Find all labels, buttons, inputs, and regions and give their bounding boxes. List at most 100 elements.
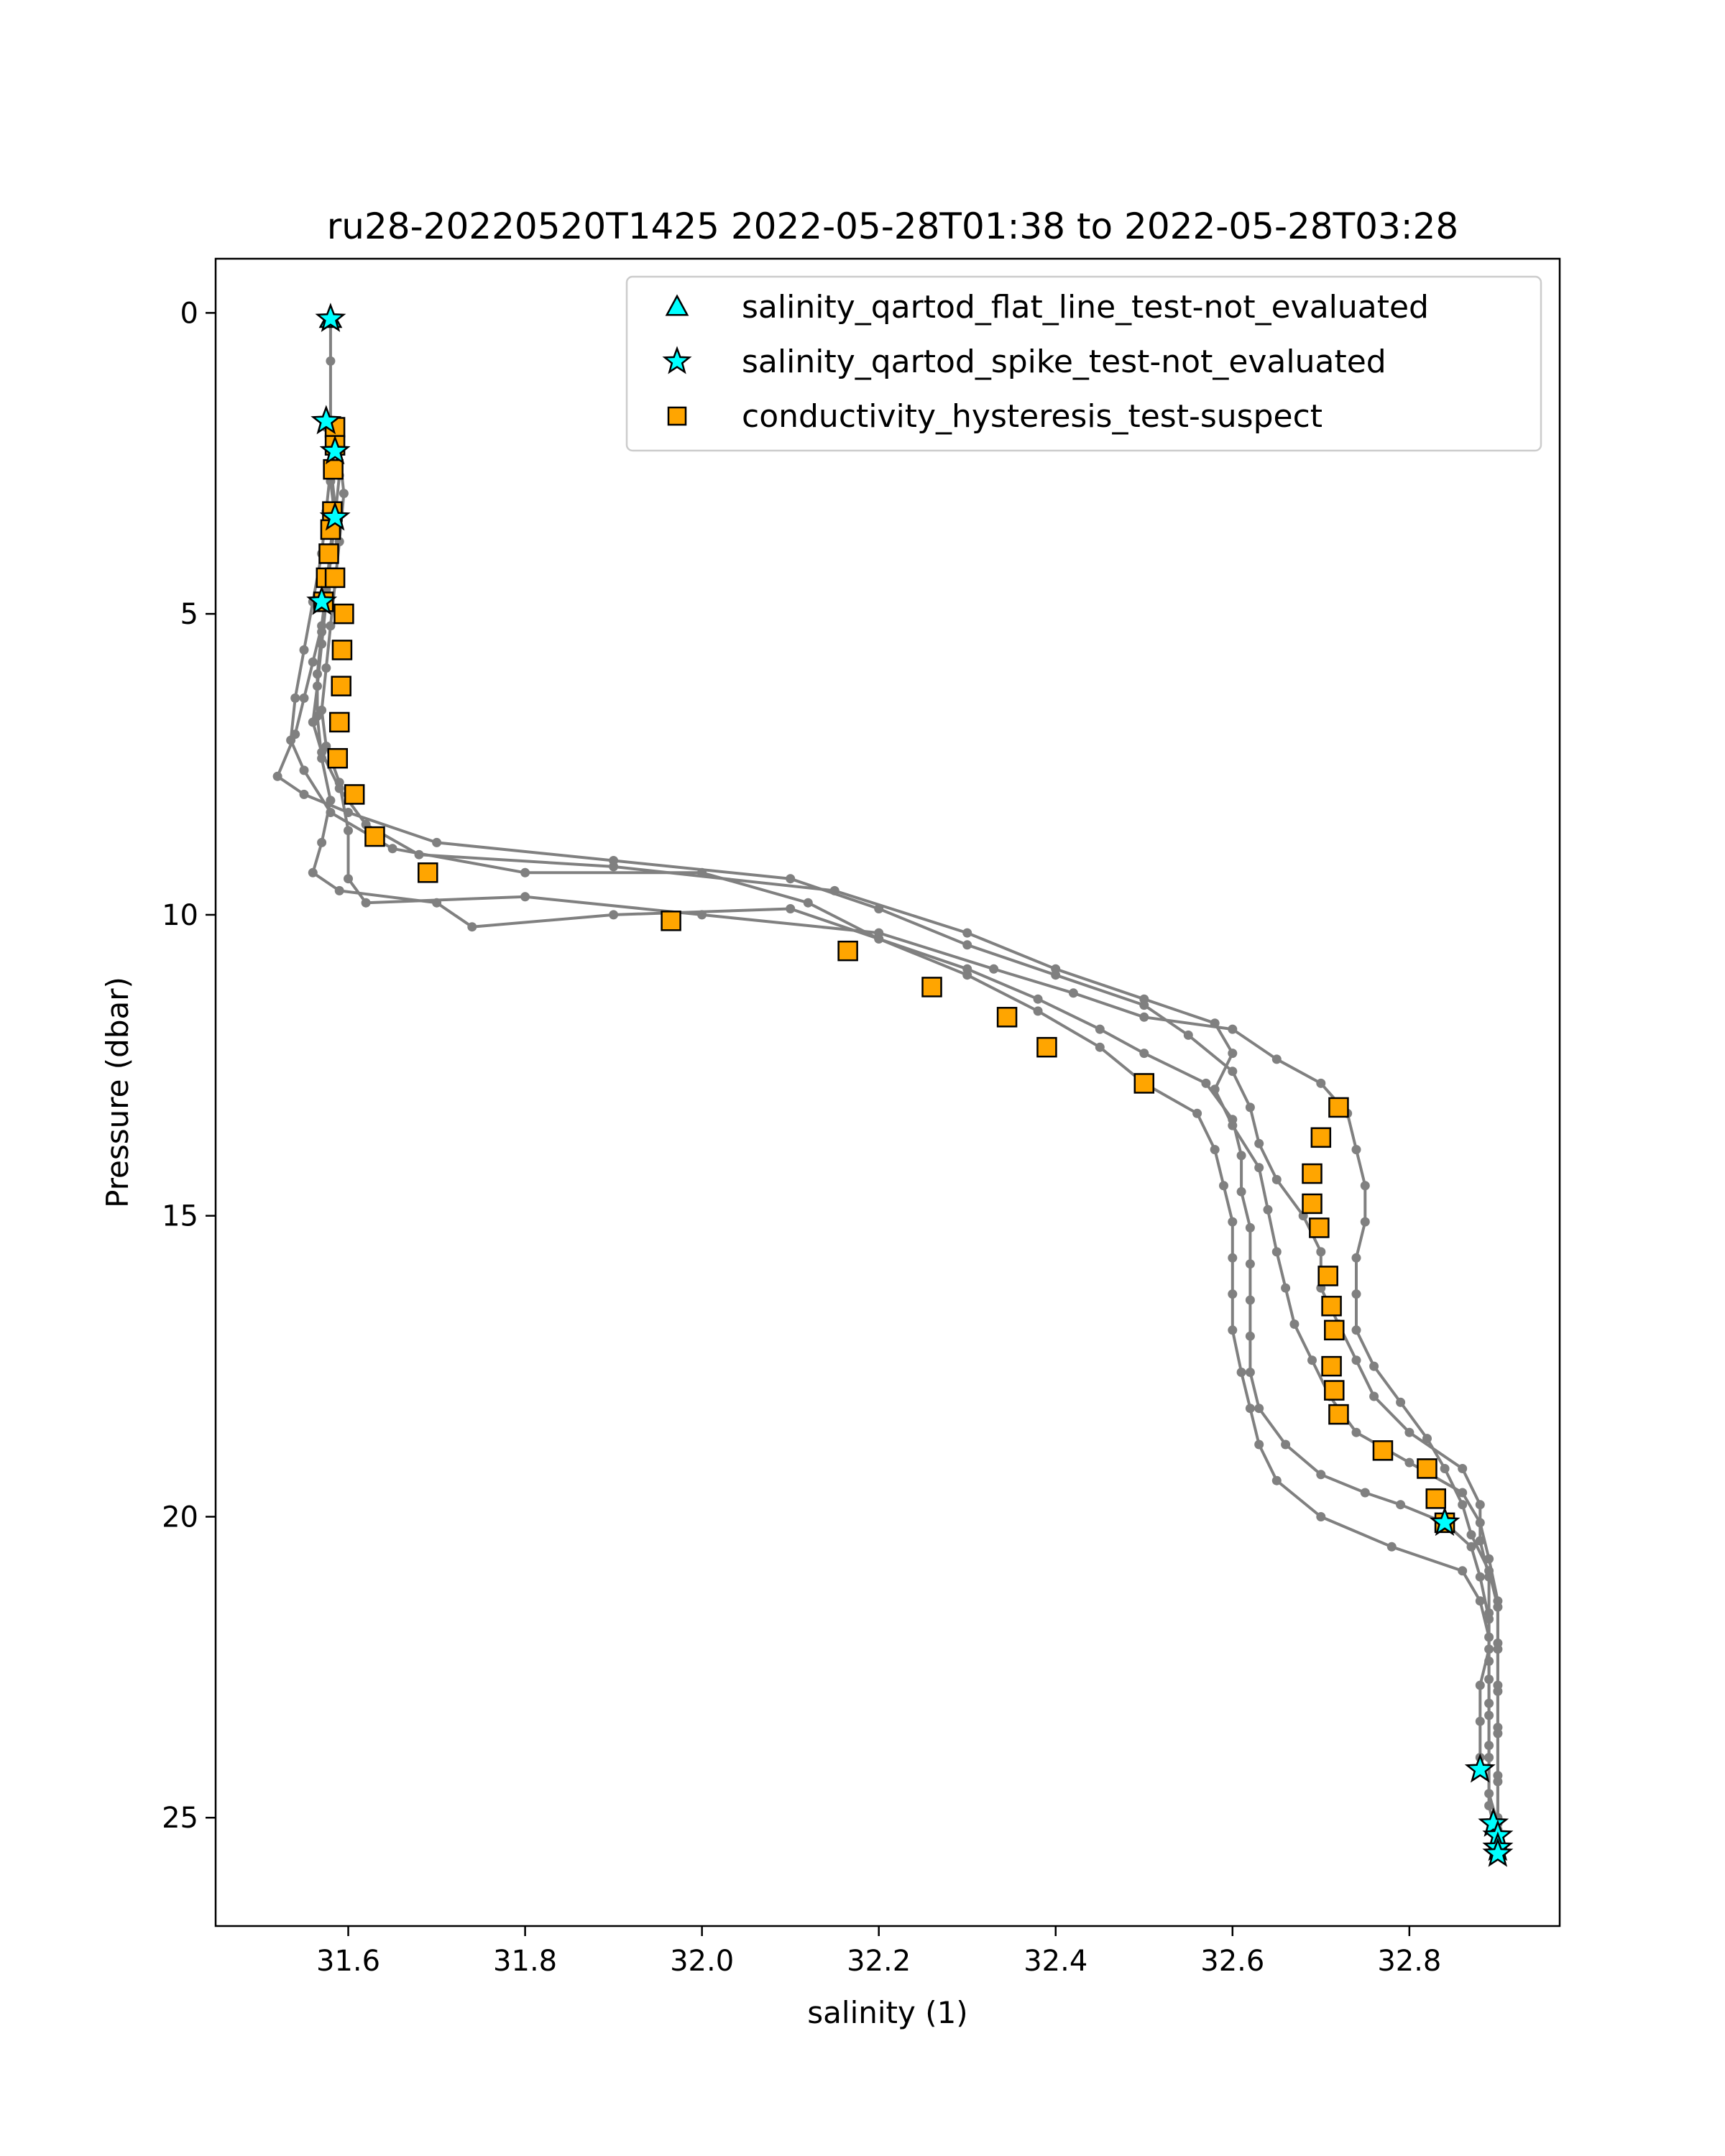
axes-frame [214,257,1561,1927]
profile-point [1033,994,1043,1004]
profile-point [326,356,336,366]
x-axis-ticks: 31.6 31.8 32.0 32.2 32.4 32.6 32.8 [316,1926,1441,1978]
profile-point [1475,1536,1485,1546]
profile-point [1236,1151,1246,1161]
y-tick-label: 0 [180,297,198,330]
profile-point [1068,988,1078,998]
profile-point [414,849,424,860]
profile-point [1201,1078,1211,1088]
star-marker [315,303,346,332]
profile-point [1493,1777,1503,1787]
profile-point [1493,1728,1503,1738]
profile-point [317,837,327,847]
profile-point [1475,1500,1485,1510]
profile-point [1228,1120,1238,1130]
square-marker [1302,1163,1322,1184]
profile-point [1316,1078,1326,1088]
profile-point [1386,1542,1397,1552]
profile-point [1351,1253,1361,1263]
square-marker [318,543,339,564]
star-marker [319,435,351,465]
profile-point [1396,1500,1406,1510]
profile-point [1475,1572,1485,1582]
profile-point [1139,1049,1149,1059]
profile-point [1458,1500,1468,1510]
profile-point [317,627,327,637]
profile-point [1484,1801,1494,1810]
profile-point [1351,1427,1361,1437]
profile-point [1316,1512,1326,1521]
square-marker [837,940,858,962]
profile-point [1404,1457,1414,1468]
profile-point [1245,1102,1255,1112]
profile-point [1369,1361,1379,1371]
profile-point [299,765,309,775]
profile-point [1484,1753,1494,1762]
profile-point [1271,1174,1282,1184]
profile-point [1360,1181,1370,1191]
square-marker [1317,1266,1338,1286]
x-tick-label: 31.6 [316,1945,380,1978]
profile-point [1360,1488,1370,1498]
profile-point [874,934,884,944]
square-marker [334,603,354,625]
profile-point [1484,1674,1494,1685]
profile-point [1475,1680,1485,1690]
square-marker [921,977,942,998]
profile-point [1404,1427,1414,1437]
square-marker [1036,1036,1057,1058]
square-marker [1417,1458,1438,1479]
y-tick-label: 10 [162,899,198,932]
profile-point [1484,1710,1494,1720]
x-tick-label: 32.0 [670,1945,734,1978]
square-marker [327,747,349,769]
profile-point [1316,1247,1326,1257]
profile-point [803,898,813,908]
profile-point [1271,1247,1282,1257]
legend-label: salinity_qartod_flat_line_test-not_evalu… [742,289,1429,326]
series-star [306,303,1514,1867]
profile-point [432,837,442,847]
star-marker [310,405,342,435]
profile-point [1493,1686,1503,1696]
profile-point [1493,1602,1503,1612]
profile-point [1475,1596,1485,1606]
profile-point [1307,1355,1317,1365]
profile-point [1228,1024,1238,1034]
profile-point [1245,1259,1255,1269]
profile-point [313,711,322,721]
profile-point [344,826,353,836]
profile-point [1139,1012,1149,1022]
square-marker [418,862,438,883]
star-marker [306,585,338,615]
star-marker [1478,1807,1509,1837]
profile-point [1351,1145,1361,1155]
star-marker [1464,1753,1496,1783]
profile-point [1466,1530,1476,1540]
square-marker [344,784,365,805]
profile-point [1228,1067,1238,1077]
profile-point [1263,1204,1273,1215]
profile-point [361,898,371,908]
profile-point [299,693,309,703]
chart-title: ru28-20220520T1425 2022-05-28T01:38 to 2… [327,206,1459,247]
y-tick-label: 20 [162,1501,198,1534]
profile-point [829,885,840,895]
profile-point [1466,1542,1476,1552]
profile-point [387,844,397,854]
square-marker [1425,1488,1447,1509]
legend: salinity_qartod_flat_line_test-not_evalu… [625,275,1542,452]
square-marker [1328,1097,1349,1118]
legend-label: conductivity_hysteresis_test-suspect [742,398,1322,435]
profile-point [286,735,296,745]
profile-point [520,867,530,877]
y-axis-label: Pressure (dbar) [100,977,135,1208]
profile-line [311,463,1499,1843]
profile-point [1493,1644,1503,1654]
legend-box [625,275,1542,452]
profile-point [1351,1355,1361,1365]
square-marker [1321,1355,1342,1377]
profile-point [1458,1566,1468,1576]
x-tick-label: 32.6 [1200,1945,1264,1978]
legend-label: salinity_qartod_spike_test-not_evaluated [742,344,1386,380]
